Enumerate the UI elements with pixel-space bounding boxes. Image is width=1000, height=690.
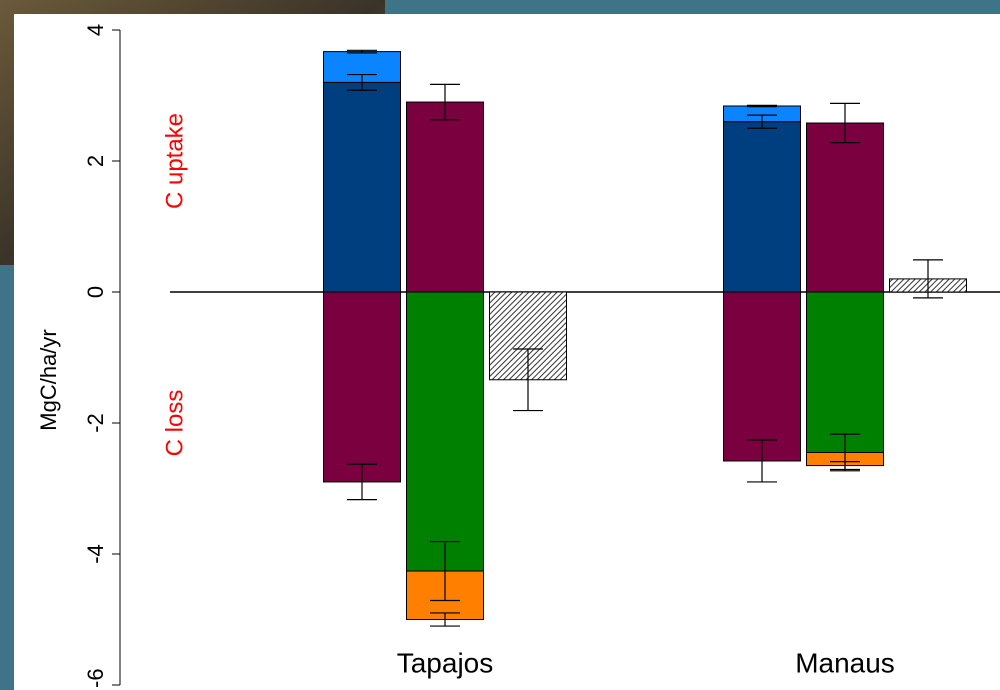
bar-segment (323, 81, 401, 293)
y-axis-label: MgC/ha/yr (36, 329, 61, 430)
error-bar (347, 49, 377, 54)
error-bar (913, 259, 943, 299)
x-tick-label: Manaus (795, 647, 895, 678)
error-bar (430, 612, 460, 627)
bar-segment (406, 101, 484, 293)
error-bar (347, 73, 377, 91)
error-bar (747, 439, 777, 483)
error-bar (830, 461, 860, 471)
bar-segment (806, 291, 884, 453)
annotation: C uptake (161, 113, 188, 209)
error-bar (830, 102, 860, 144)
error-bar (513, 348, 543, 412)
error-bar (747, 114, 777, 129)
x-tick-label: Tapajos (397, 647, 494, 678)
bar-segment (723, 121, 801, 293)
error-bar (747, 104, 777, 108)
error-bar (430, 83, 460, 121)
y-tick-label: 0 (83, 286, 108, 298)
y-tick-label: -2 (83, 413, 108, 433)
y-tick-label: 2 (83, 155, 108, 167)
y-tick-label: -4 (83, 544, 108, 564)
y-tick-label: 4 (83, 24, 108, 36)
annotation: C loss (161, 390, 188, 457)
error-bar (347, 463, 377, 501)
y-tick-label: -6 (83, 668, 108, 688)
error-bar (430, 540, 460, 602)
bar-segment (323, 291, 401, 483)
bar-segment (723, 291, 801, 462)
bar-segment (806, 122, 884, 293)
bar-segment (406, 291, 484, 572)
